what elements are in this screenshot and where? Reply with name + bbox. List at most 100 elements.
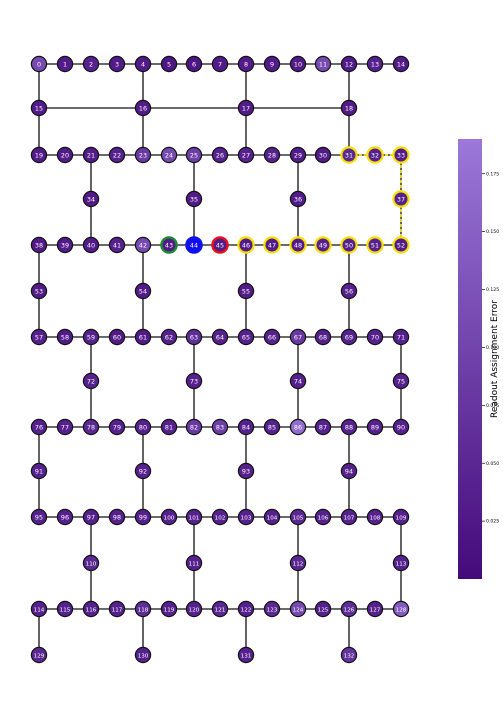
qubit-node: 66 bbox=[263, 328, 281, 346]
qubit-label: 16 bbox=[139, 104, 147, 112]
qubit-circle bbox=[30, 55, 48, 73]
qubit-label: 64 bbox=[216, 333, 224, 341]
qubit-circle bbox=[237, 282, 255, 300]
qubit-node: 69 bbox=[340, 328, 358, 346]
qubit-label: 6 bbox=[192, 60, 196, 68]
qubit-label: 47 bbox=[268, 241, 276, 249]
qubit-label: 61 bbox=[139, 333, 147, 341]
qubit-circle bbox=[237, 236, 255, 254]
qubit-circle bbox=[263, 600, 281, 618]
qubit-circle bbox=[314, 328, 332, 346]
qubit-circle bbox=[211, 600, 229, 618]
qubit-circle bbox=[366, 146, 384, 164]
qubit-circle bbox=[366, 600, 384, 618]
qubit-circle bbox=[56, 600, 74, 618]
qubit-label: 37 bbox=[397, 195, 405, 203]
qubit-node: 0 bbox=[30, 55, 48, 73]
qubit-circle bbox=[263, 418, 281, 436]
qubit-label: 90 bbox=[397, 423, 405, 431]
qubit-label: 7 bbox=[218, 60, 222, 68]
qubit-node: 1 bbox=[56, 55, 74, 73]
qubit-circle bbox=[185, 190, 203, 208]
qubit-node: 59 bbox=[82, 328, 100, 346]
qubit-circle bbox=[108, 418, 126, 436]
qubit-circle bbox=[185, 554, 203, 572]
colorbar-tick-label: 0.125 bbox=[486, 287, 499, 293]
qubit-label: 36 bbox=[294, 195, 302, 203]
qubit-circle bbox=[392, 372, 410, 390]
qubit-label: 41 bbox=[113, 241, 121, 249]
qubit-label: 108 bbox=[370, 515, 381, 521]
qubit-label: 21 bbox=[87, 151, 95, 159]
qubit-label: 10 bbox=[294, 60, 302, 68]
qubit-label: 18 bbox=[345, 104, 353, 112]
qubit-node: 129 bbox=[30, 646, 48, 664]
qubit-circle bbox=[237, 99, 255, 117]
qubit-node: 18 bbox=[340, 99, 358, 117]
colorbar-tick-label: 0.025 bbox=[486, 519, 499, 525]
qubit-circle bbox=[211, 418, 229, 436]
qubit-node: 81 bbox=[160, 418, 178, 436]
qubit-circle bbox=[160, 55, 178, 73]
qubit-circle bbox=[340, 462, 358, 480]
colorbar-tick-label: 0.150 bbox=[486, 229, 499, 235]
qubit-node: 102 bbox=[211, 508, 229, 526]
qubit-node: 44 bbox=[185, 236, 203, 254]
qubit-circle bbox=[30, 282, 48, 300]
qubit-circle bbox=[82, 55, 100, 73]
qubit-node: 107 bbox=[340, 508, 358, 526]
qubit-node: 86 bbox=[289, 418, 307, 436]
qubit-circle bbox=[392, 554, 410, 572]
qubit-node: 98 bbox=[108, 508, 126, 526]
qubit-node: 14 bbox=[392, 55, 410, 73]
qubit-label: 73 bbox=[190, 377, 198, 385]
qubit-node: 28 bbox=[263, 146, 281, 164]
qubit-circle bbox=[314, 508, 332, 526]
qubit-circle bbox=[366, 508, 384, 526]
qubit-node: 23 bbox=[134, 146, 152, 164]
qubit-node: 50 bbox=[340, 236, 358, 254]
qubit-label: 104 bbox=[267, 515, 278, 521]
qubit-circle bbox=[340, 328, 358, 346]
qubit-circle bbox=[185, 146, 203, 164]
qubit-circle bbox=[340, 99, 358, 117]
qubit-circle bbox=[108, 55, 126, 73]
qubit-node: 63 bbox=[185, 328, 203, 346]
qubit-label: 39 bbox=[61, 241, 69, 249]
qubit-node: 9 bbox=[263, 55, 281, 73]
qubit-label: 123 bbox=[267, 607, 278, 613]
qubit-label: 34 bbox=[87, 195, 95, 203]
qubit-circle bbox=[134, 282, 152, 300]
qubit-label: 43 bbox=[165, 241, 173, 249]
qubit-label: 55 bbox=[242, 287, 250, 295]
qubit-circle bbox=[134, 600, 152, 618]
qubit-node: 131 bbox=[237, 646, 255, 664]
qubit-label: 9 bbox=[270, 60, 274, 68]
qubit-circle bbox=[30, 418, 48, 436]
qubit-node: 17 bbox=[237, 99, 255, 117]
qubit-label: 67 bbox=[294, 333, 302, 341]
qubit-circle bbox=[134, 55, 152, 73]
qubit-node: 89 bbox=[366, 418, 384, 436]
qubit-circle bbox=[82, 418, 100, 436]
qubit-circle bbox=[160, 418, 178, 436]
colorbar-tick-label: 0.050 bbox=[486, 461, 499, 467]
qubit-label: 69 bbox=[345, 333, 353, 341]
qubit-label: 80 bbox=[139, 423, 147, 431]
qubit-circle bbox=[82, 372, 100, 390]
qubit-node: 29 bbox=[289, 146, 307, 164]
colorbar-gradient bbox=[458, 139, 482, 579]
qubit-circle bbox=[108, 236, 126, 254]
qubit-circle bbox=[160, 600, 178, 618]
qubit-circle bbox=[366, 236, 384, 254]
qubit-label: 98 bbox=[113, 513, 121, 521]
qubit-label: 127 bbox=[370, 607, 381, 613]
qubit-label: 53 bbox=[35, 287, 43, 295]
qubit-circle bbox=[160, 236, 178, 254]
qubit-circle bbox=[134, 99, 152, 117]
qubit-node: 116 bbox=[82, 600, 100, 618]
qubit-circle bbox=[263, 146, 281, 164]
qubit-node: 41 bbox=[108, 236, 126, 254]
qubit-node: 127 bbox=[366, 600, 384, 618]
